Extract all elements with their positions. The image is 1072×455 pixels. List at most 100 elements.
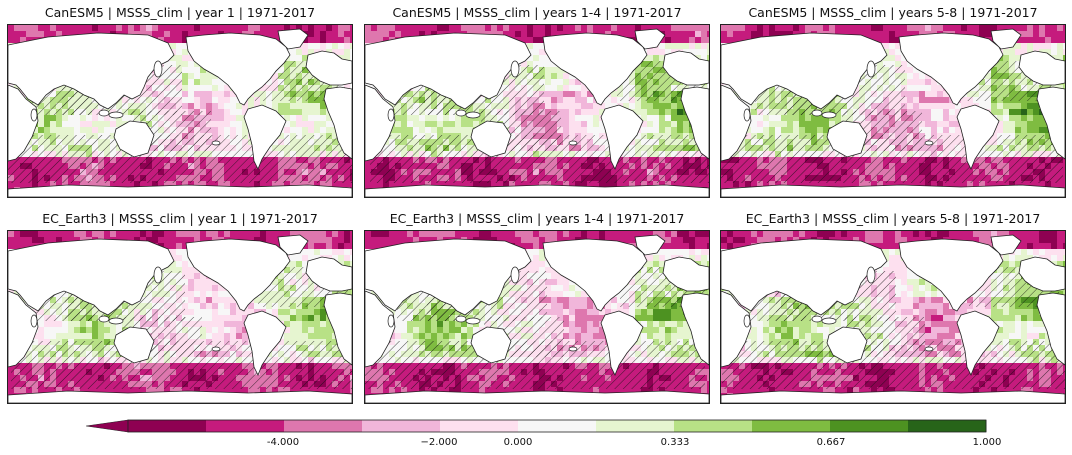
skill-cell [182,55,189,62]
skill-cell [212,91,219,98]
skill-cell [563,97,570,104]
skill-cell [647,121,654,128]
skill-cell [1003,181,1010,188]
skill-cell [26,97,33,104]
skill-cell [365,175,372,182]
skill-cell [1009,181,1016,188]
skill-cell [260,31,267,38]
skill-cell [20,37,27,44]
skill-cell [671,43,678,50]
skill-cell [224,127,231,134]
skill-cell [877,31,884,38]
skill-cell [419,115,426,122]
skill-cell [278,25,285,32]
skill-cell [901,181,908,188]
skill-cell [521,37,528,44]
skill-cell [395,25,402,32]
skill-cell [641,109,648,116]
skill-cell [943,103,950,110]
skill-cell [200,181,207,188]
skill-cell [979,181,986,188]
skill-cell [521,61,528,68]
skill-cell [919,127,926,134]
skill-cell [431,25,438,32]
skill-cell [248,97,255,104]
skill-cell [889,55,896,62]
skill-cell [224,25,231,32]
skill-cell [811,181,818,188]
skill-cell [14,181,21,188]
skill-cell [763,127,770,134]
skill-cell [50,181,57,188]
landmass-asia [365,32,532,110]
skill-cell [68,25,75,32]
skill-cell [943,121,950,128]
skill-cell [751,109,758,116]
skill-cell [467,181,474,188]
skill-cell [1033,109,1040,116]
skill-cell [665,43,672,50]
skill-cell [419,121,426,128]
skill-cell [979,103,986,110]
skill-cell [242,181,249,188]
skill-cell [739,37,746,44]
landmass-antarctica [365,184,709,197]
skill-cell [401,25,408,32]
skill-cell [212,127,219,134]
skill-cell [907,25,914,32]
skill-cell [1039,121,1046,128]
skill-cell [727,37,734,44]
skill-cell [164,31,171,38]
skill-cell [326,127,333,134]
skill-cell [332,37,339,44]
skill-cell [419,127,426,134]
skill-cell [943,109,950,116]
skill-cell [745,181,752,188]
skill-cell [413,25,420,32]
skill-cell [695,49,702,56]
skill-cell [787,181,794,188]
skill-cell [236,25,243,32]
skill-cell [98,115,105,122]
skill-cell [569,25,576,32]
skill-cell [266,103,273,110]
skill-cell [86,181,93,188]
skill-cell [272,181,279,188]
skill-cell [913,97,920,104]
landmass-australia [113,120,155,158]
skill-cell [413,31,420,38]
skill-cell [248,103,255,110]
skill-cell [901,55,908,62]
skill-cell [545,61,552,68]
skill-cell [206,79,213,86]
skill-cell [1015,127,1022,134]
skill-cell [182,37,189,44]
skill-cell [194,103,201,110]
skill-cell [557,79,564,86]
skill-cell [575,85,582,92]
skill-cell [823,121,830,128]
skill-cell [581,85,588,92]
skill-cell [539,49,546,56]
skill-cell [949,25,956,32]
skill-cell [38,31,45,38]
skill-cell [146,25,153,32]
skill-cell [677,25,684,32]
skill-cell [991,109,998,116]
skill-cell [68,127,75,134]
skill-cell [218,103,225,110]
skill-cell [38,25,45,32]
skill-cell [757,127,764,134]
skill-cell [80,121,87,128]
skill-cell [733,25,740,32]
skill-cell [931,97,938,104]
skill-cell [545,181,552,188]
skill-cell [925,73,932,80]
skill-cell [671,31,678,38]
skill-cell [461,181,468,188]
skill-cell [557,31,564,38]
skill-cell [182,181,189,188]
skill-cell [575,91,582,98]
skill-cell [425,31,432,38]
skill-cell [955,127,962,134]
